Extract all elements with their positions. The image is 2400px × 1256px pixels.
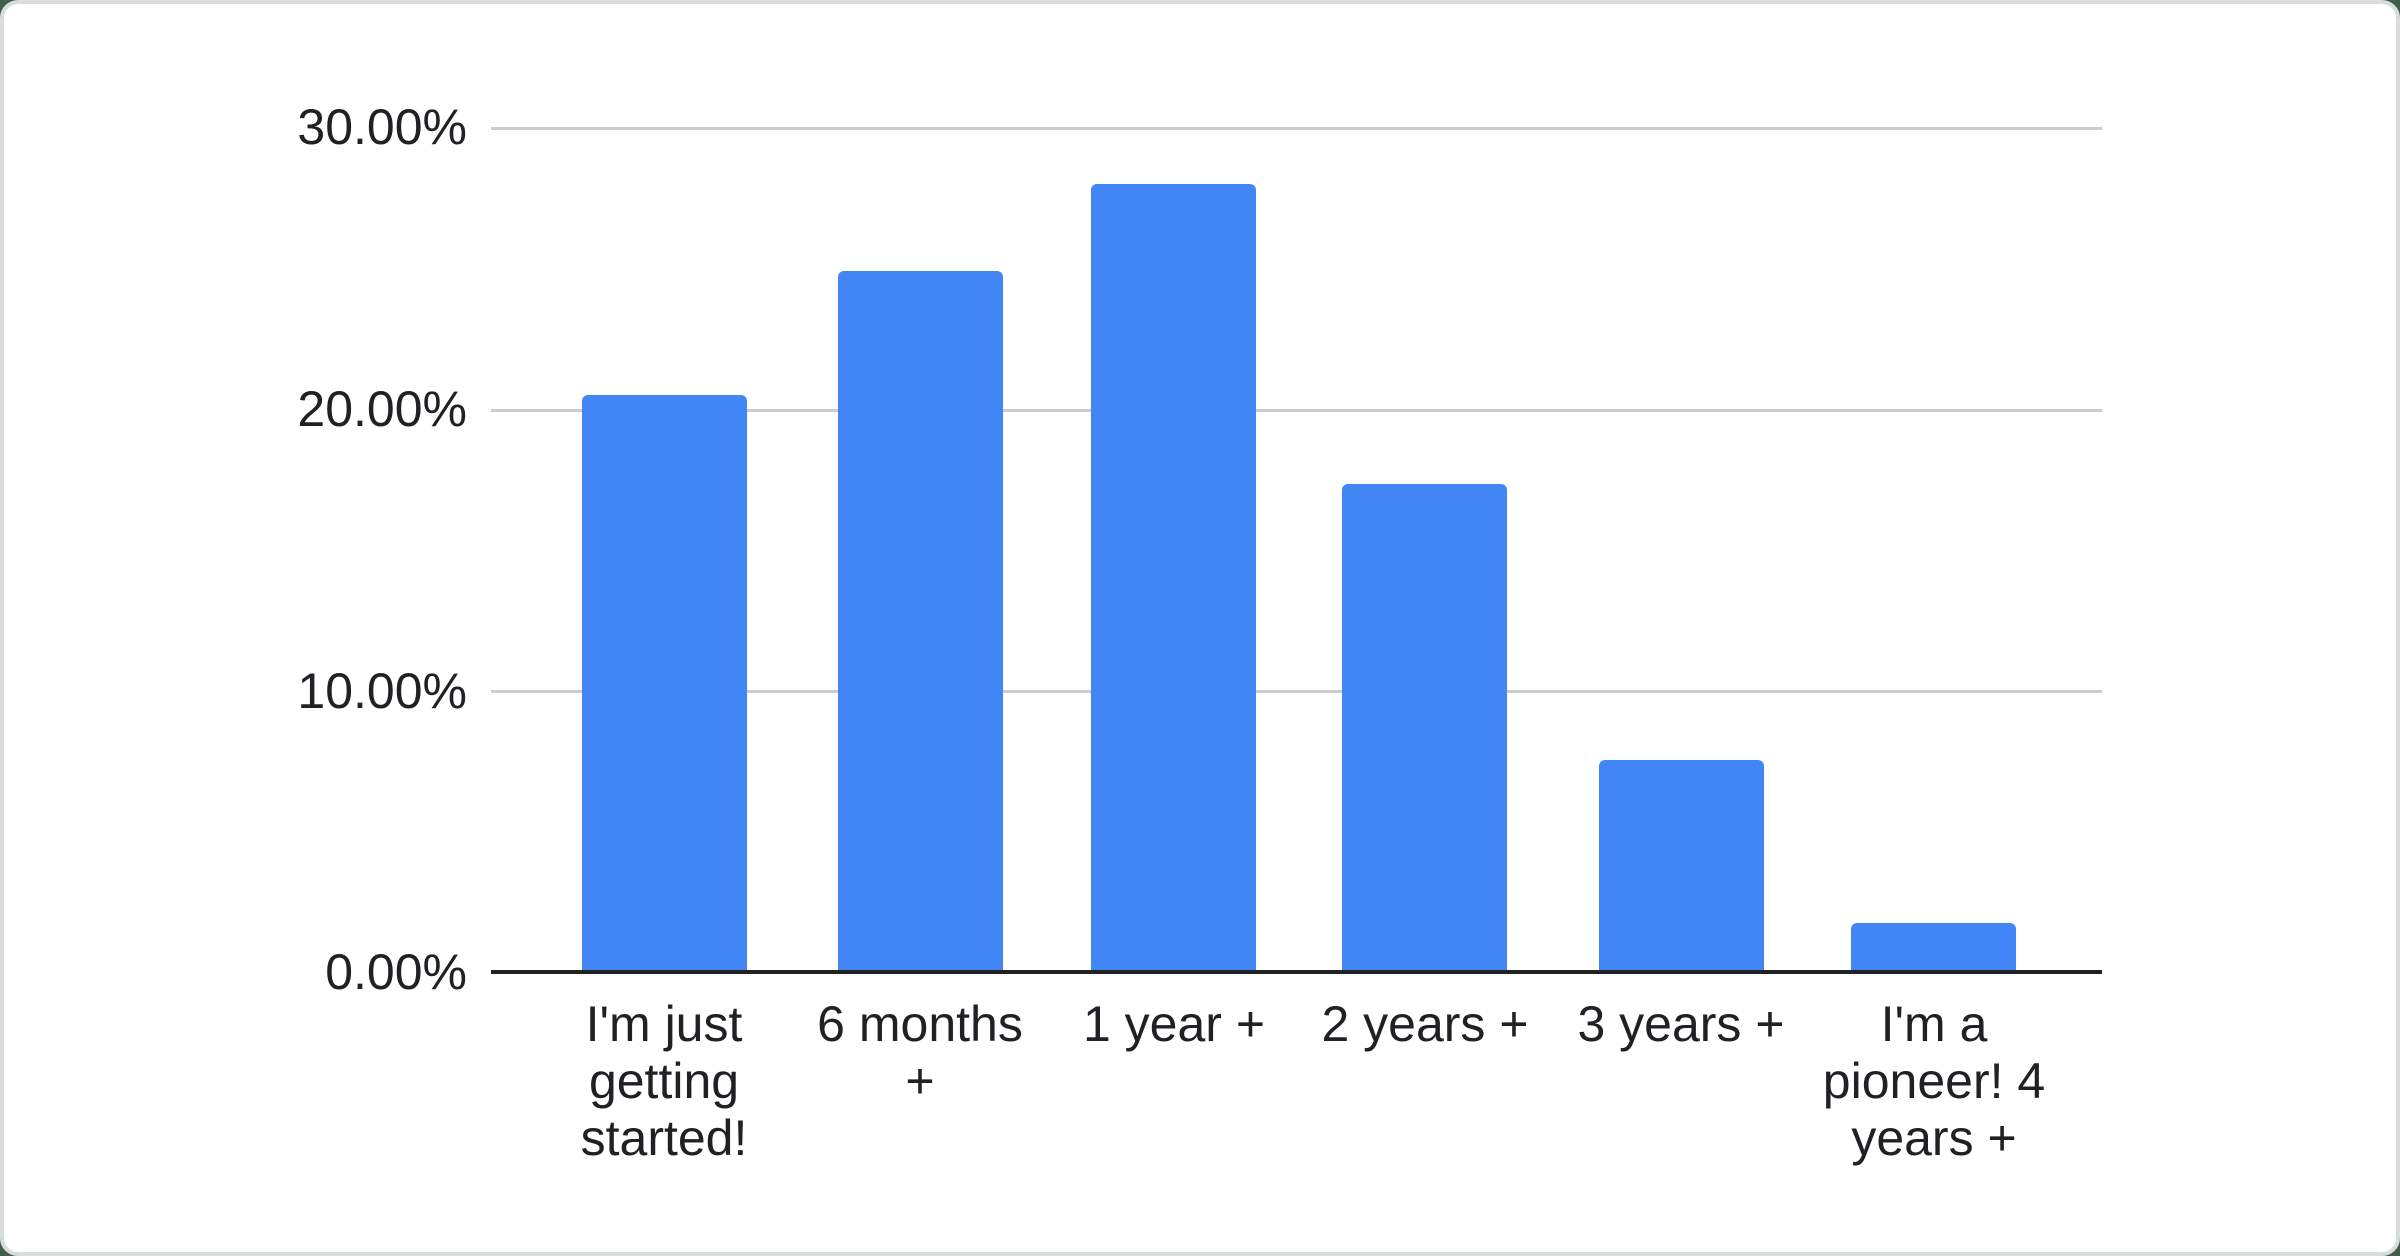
x-tick-label-1-year-plus: 1 year + bbox=[1082, 996, 1266, 1052]
bar-3-years-plus bbox=[1599, 759, 1764, 972]
y-tick-label-10: 10.00% bbox=[297, 663, 467, 719]
gridline-20-percent bbox=[491, 409, 2102, 412]
bar-2-years-plus bbox=[1342, 483, 1507, 972]
x-tick-label-im-just-getting-started: I'm just getting started! bbox=[580, 996, 748, 1166]
gridline-30-percent bbox=[491, 127, 2102, 130]
bar-im-a-pioneer-4-years-plus bbox=[1851, 923, 2016, 972]
x-tick-label-6-months-plus: 6 months + bbox=[817, 996, 1023, 1109]
bar-1-year-plus bbox=[1091, 183, 1256, 972]
y-tick-label-0: 0.00% bbox=[325, 944, 467, 1000]
bar-im-just-getting-started bbox=[582, 395, 747, 972]
bar-6-months-plus bbox=[838, 271, 1003, 972]
x-axis-line bbox=[491, 970, 2102, 974]
x-tick-label-im-a-pioneer-4-years-plus: I'm a pioneer! 4 years + bbox=[1822, 996, 2046, 1166]
plot-area bbox=[491, 127, 2102, 974]
x-tick-label-3-years-plus: 3 years + bbox=[1577, 996, 1785, 1052]
y-tick-label-30: 30.00% bbox=[297, 99, 467, 155]
y-tick-label-20: 20.00% bbox=[297, 381, 467, 437]
x-tick-label-2-years-plus: 2 years + bbox=[1321, 996, 1529, 1052]
gridline-10-percent bbox=[491, 690, 2102, 693]
